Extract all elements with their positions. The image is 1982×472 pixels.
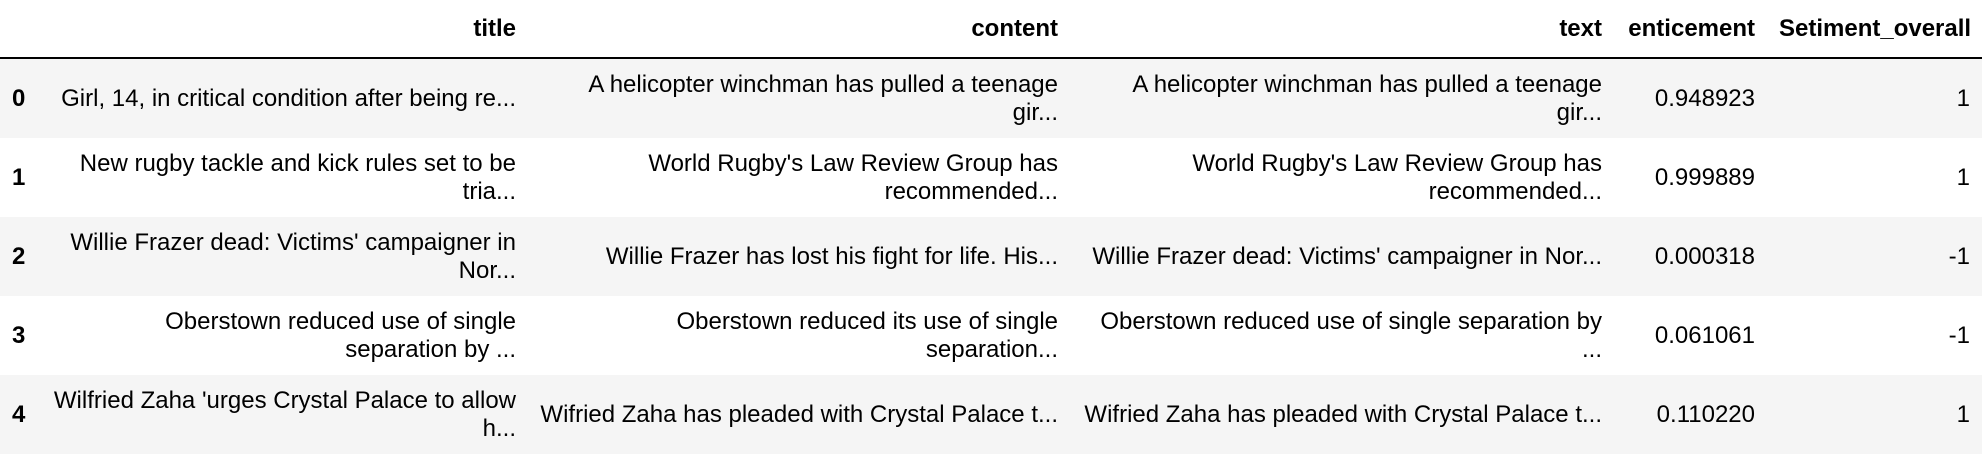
cell-text: Oberstown reduced use of single separati… (1100, 307, 1602, 363)
cell-sentiment: -1 (1948, 321, 1970, 349)
table-row: 4 Wilfried Zaha 'urges Crystal Palace to… (0, 375, 1982, 454)
cell-sentiment: 1 (1956, 163, 1970, 191)
cell-content: World Rugby's Law Review Group has recom… (648, 149, 1058, 205)
cell-enticement: 0.999889 (1654, 163, 1755, 191)
table-body: 0 Girl, 14, in critical condition after … (0, 58, 1982, 454)
header-enticement: enticement (1614, 0, 1767, 59)
cell-text: World Rugby's Law Review Group has recom… (1192, 149, 1602, 205)
row-index: 1 (12, 163, 26, 191)
cell-title: Wilfried Zaha 'urges Crystal Palace to a… (53, 386, 516, 442)
row-index: 2 (12, 242, 26, 270)
table-row: 1 New rugby tackle and kick rules set to… (0, 138, 1982, 217)
dataframe-table: title content text enticement Setiment_o… (0, 0, 1982, 454)
table-row: 0 Girl, 14, in critical condition after … (0, 58, 1982, 138)
row-index: 0 (12, 84, 26, 112)
cell-sentiment: 1 (1956, 84, 1970, 112)
cell-enticement: 0.110220 (1656, 400, 1755, 428)
row-index: 4 (12, 400, 26, 428)
table-row: 3 Oberstown reduced use of single separa… (0, 296, 1982, 375)
table-header: title content text enticement Setiment_o… (0, 0, 1982, 59)
cell-text: Wifried Zaha has pleaded with Crystal Pa… (1084, 400, 1602, 428)
header-sentiment: Setiment_overall (1767, 0, 1982, 59)
header-title: title (40, 0, 528, 59)
row-index: 3 (12, 321, 26, 349)
cell-title: Willie Frazer dead: Victims' campaigner … (70, 228, 516, 284)
cell-sentiment: 1 (1956, 400, 1970, 428)
header-text: text (1070, 0, 1614, 59)
cell-content: Willie Frazer has lost his fight for lif… (605, 242, 1058, 270)
header-content: content (528, 0, 1070, 59)
cell-title: Girl, 14, in critical condition after be… (61, 84, 516, 112)
cell-content: Wifried Zaha has pleaded with Crystal Pa… (540, 400, 1058, 428)
cell-text: A helicopter winchman has pulled a teena… (1132, 70, 1602, 126)
table-row: 2 Willie Frazer dead: Victims' campaigne… (0, 217, 1982, 296)
cell-title: New rugby tackle and kick rules set to b… (79, 149, 516, 205)
header-index (0, 0, 40, 59)
cell-enticement: 0.061061 (1654, 321, 1755, 349)
cell-content: A helicopter winchman has pulled a teena… (588, 70, 1058, 126)
cell-enticement: 0.948923 (1654, 84, 1755, 112)
cell-content: Oberstown reduced its use of single sepa… (676, 307, 1058, 363)
cell-text: Willie Frazer dead: Victims' campaigner … (1092, 242, 1602, 270)
cell-sentiment: -1 (1948, 242, 1970, 270)
cell-title: Oberstown reduced use of single separati… (165, 307, 516, 363)
cell-enticement: 0.000318 (1654, 242, 1755, 270)
header-row: title content text enticement Setiment_o… (0, 0, 1982, 59)
